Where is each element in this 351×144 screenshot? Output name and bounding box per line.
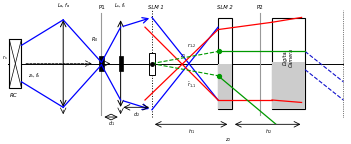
Text: P2: P2: [257, 5, 263, 10]
Bar: [99, 56, 104, 71]
Text: SLM 2: SLM 2: [217, 5, 233, 10]
Text: $z_2$: $z_2$: [225, 137, 232, 144]
Bar: [149, 53, 155, 74]
Text: RC: RC: [10, 93, 18, 98]
Text: $h_2$: $h_2$: [265, 127, 272, 136]
Text: $r_{1,2}$: $r_{1,2}$: [187, 42, 197, 50]
Text: $d_1$: $d_1$: [107, 120, 114, 128]
Text: $z_1$: $z_1$: [180, 52, 186, 60]
Text: $h_1$: $h_1$: [188, 127, 196, 136]
Text: $r_s$: $r_s$: [2, 53, 7, 62]
Text: P1: P1: [98, 5, 105, 10]
Text: $L_s, f_s$: $L_s, f_s$: [114, 1, 127, 10]
Bar: [9, 39, 21, 88]
Text: SLM 1: SLM 1: [147, 5, 163, 10]
Text: Digital
Camera: Digital Camera: [283, 48, 294, 67]
Text: $z_s, f_o$: $z_s, f_o$: [28, 71, 41, 80]
Bar: [218, 18, 232, 109]
Text: $d_2$: $d_2$: [133, 110, 140, 119]
Text: $R_0$: $R_0$: [91, 35, 98, 44]
Text: $L_a, f_a$: $L_a, f_a$: [57, 1, 70, 10]
Text: $\bar{r}_{1,1}$: $\bar{r}_{1,1}$: [187, 81, 197, 90]
Bar: [218, 64, 232, 109]
Bar: [272, 18, 305, 109]
Bar: [119, 56, 123, 71]
Bar: [272, 62, 305, 109]
